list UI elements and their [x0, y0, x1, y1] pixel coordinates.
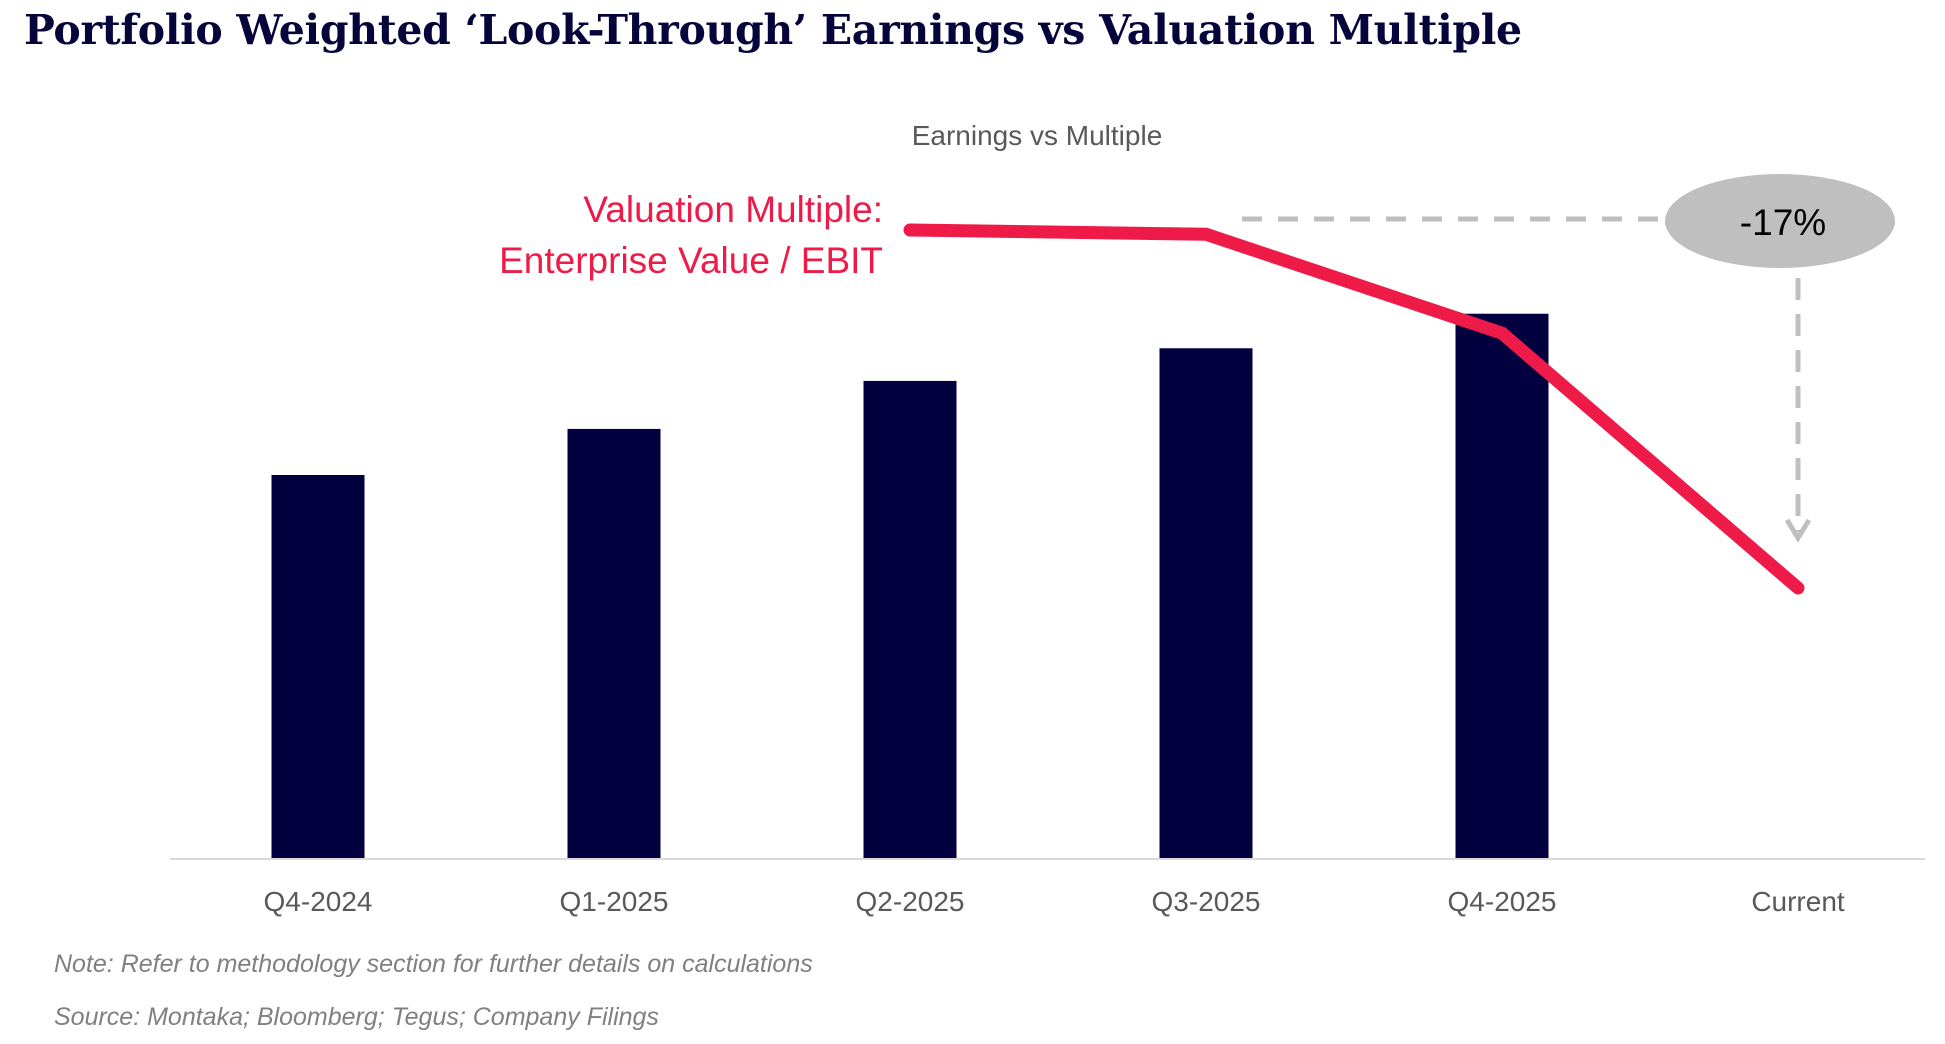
bar-q2-2025 [863, 380, 957, 859]
line-label-text: Valuation Multiple: [583, 189, 883, 230]
x-tick-labels: Q4-2024 Q1-2025 Q2-2025 Q3-2025 Q4-2025 Curre… [264, 886, 1845, 917]
x-tick-label: Current [1751, 886, 1845, 917]
line-label-text: Enterprise Value / EBIT [499, 240, 883, 281]
x-tick-label: Q2-2025 [856, 886, 965, 917]
page-title: Portfolio Weighted ‘Look-Through’ Earnin… [24, 6, 1522, 54]
arrow-down-icon [1784, 518, 1812, 543]
bar-series [271, 313, 1549, 860]
chart-title: Earnings vs Multiple [912, 120, 1163, 151]
bar-q4-2024 [271, 475, 365, 859]
methodology-note: Note: Refer to methodology section for f… [54, 950, 813, 978]
valuation-multiple-line [903, 223, 1805, 595]
change-badge [1665, 174, 1895, 268]
line-series-label: Valuation Multiple: Enterprise Value / EB… [499, 189, 883, 281]
x-tick-label: Q1-2025 [560, 886, 669, 917]
change-badge-text: -17% [1740, 202, 1826, 243]
change-annotation: -17% [1242, 174, 1895, 543]
source-note: Source: Montaka; Bloomberg; Tegus; Compa… [54, 1003, 659, 1031]
x-tick-label: Q4-2024 [264, 886, 373, 917]
line-series [903, 223, 1805, 595]
bar-q4-2025 [1455, 313, 1549, 860]
x-tick-label: Q4-2025 [1448, 886, 1557, 917]
x-tick-label: Q3-2025 [1152, 886, 1261, 917]
bar-q3-2025 [1159, 348, 1253, 859]
bar-q1-2025 [567, 428, 661, 859]
